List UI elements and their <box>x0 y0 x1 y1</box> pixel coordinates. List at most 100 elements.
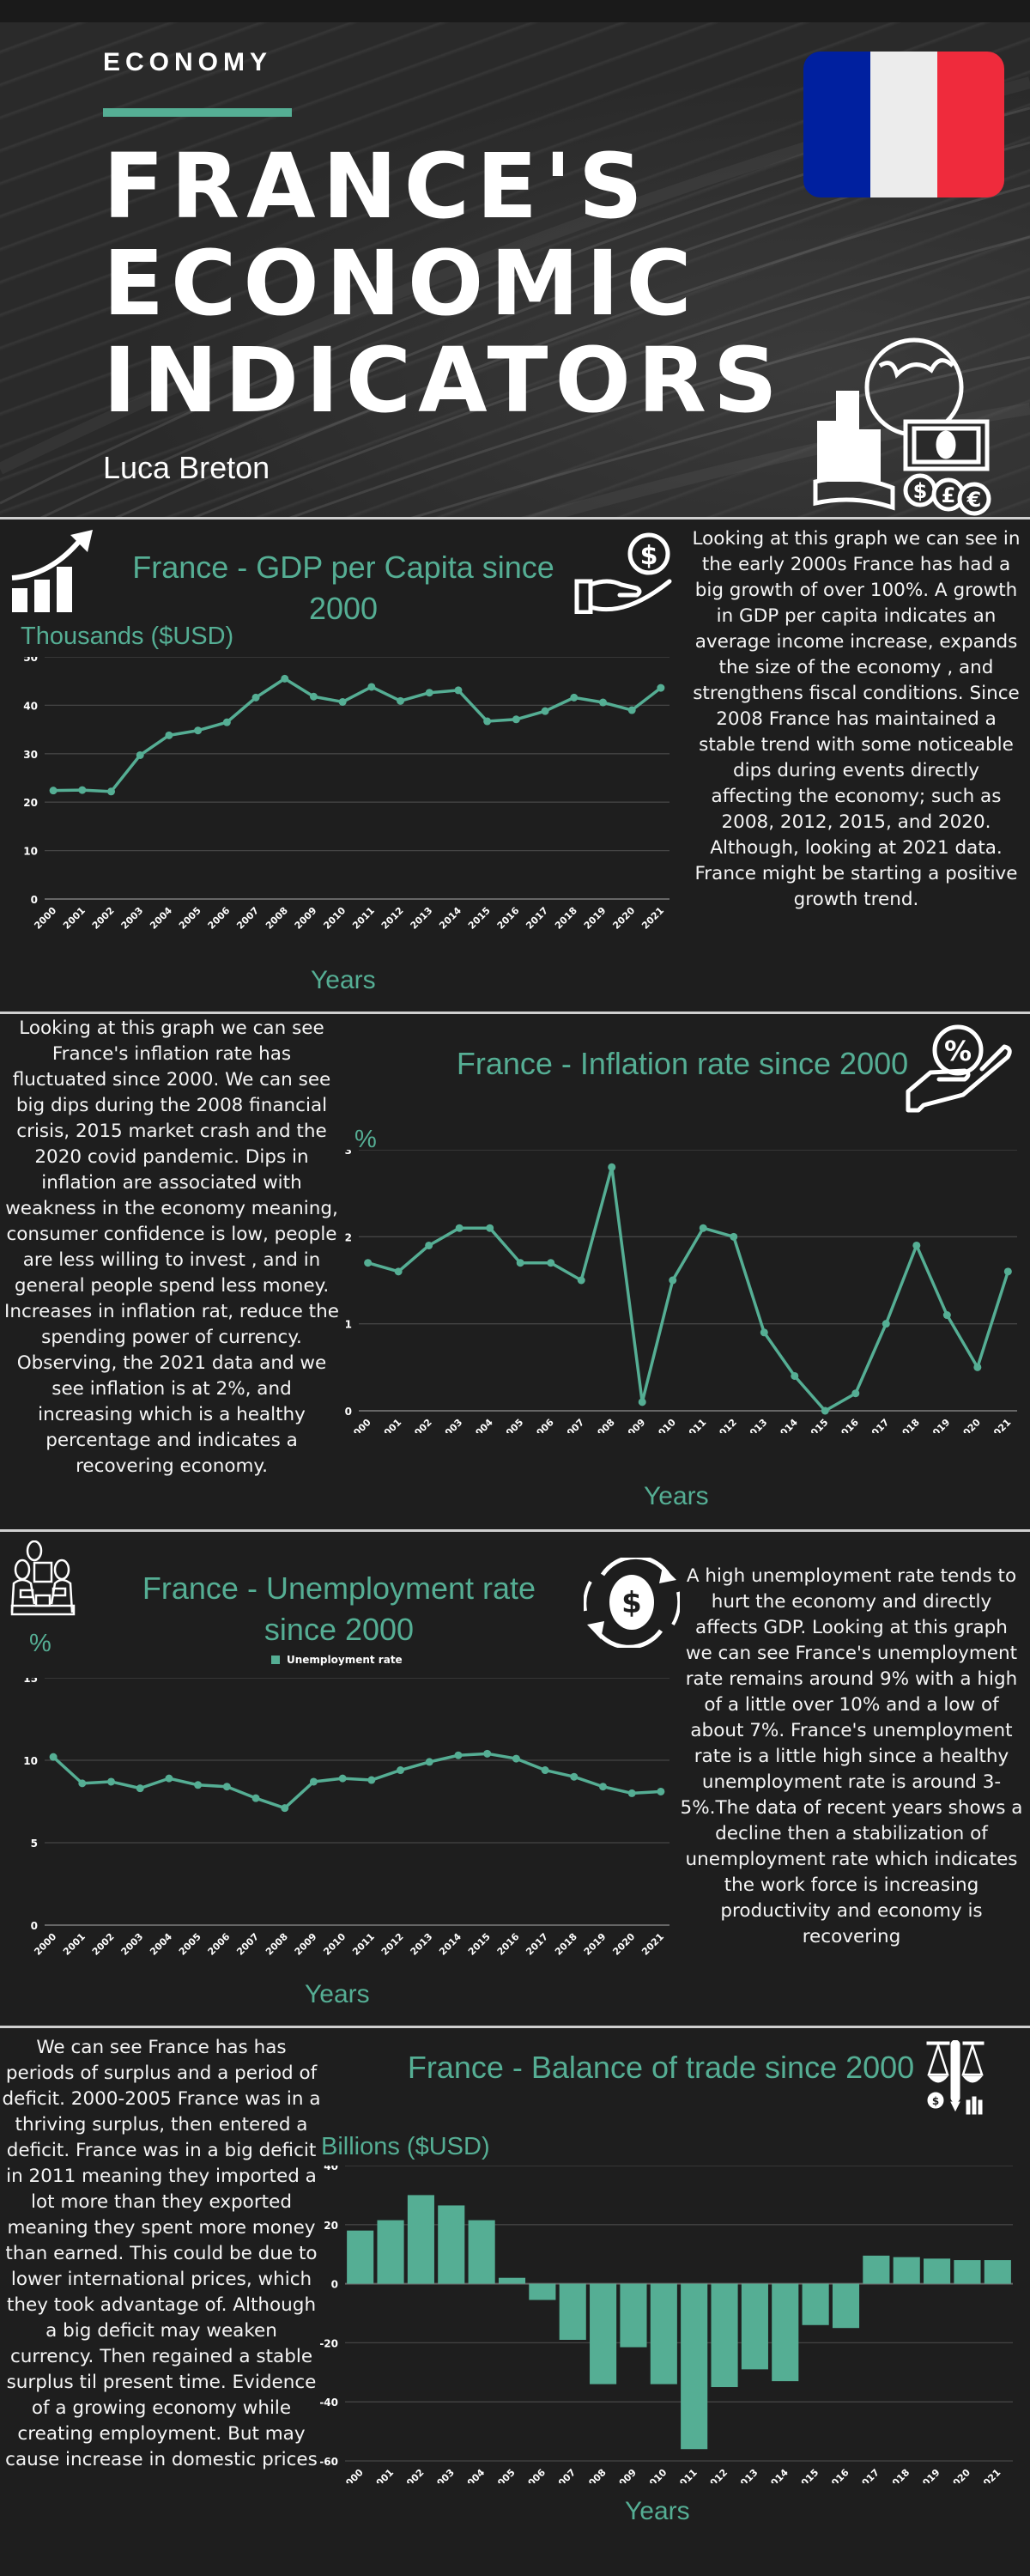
svg-text:$: $ <box>640 541 658 571</box>
x-tick-label: 2010 <box>321 905 348 932</box>
title-line-1: FRANCE'S <box>103 134 650 239</box>
bar <box>863 2255 890 2284</box>
x-tick-label: 2020 <box>610 905 637 932</box>
data-point <box>483 1749 492 1758</box>
data-point <box>577 1276 585 1285</box>
x-tick-label: 2011 <box>350 905 377 932</box>
dollar-cycle-icon: $ <box>584 1558 680 1648</box>
data-point <box>547 1259 555 1267</box>
x-tick-label: 2017 <box>524 1931 550 1958</box>
x-tick-label: 2007 <box>234 905 261 932</box>
data-point <box>541 1766 549 1775</box>
data-point <box>912 1241 921 1249</box>
x-tick-label: 2012 <box>379 1931 406 1958</box>
title-line-2: ECONOMIC <box>103 231 699 336</box>
data-point <box>791 1371 799 1380</box>
flag-white-stripe <box>870 52 937 197</box>
x-tick-label: 2011 <box>350 1931 377 1958</box>
x-tick-label: 2001 <box>61 1931 88 1958</box>
bar <box>529 2283 556 2300</box>
inflation-description: Looking at this graph we can see France'… <box>4 1018 339 1477</box>
author-name: Luca Breton <box>103 450 270 485</box>
data-point <box>598 1783 607 1791</box>
x-tick-label: 2017 <box>855 2467 882 2483</box>
y-tick-label: 3 <box>345 1150 352 1157</box>
data-point <box>364 1259 373 1267</box>
data-point <box>78 1779 87 1788</box>
growth-chart-icon <box>11 530 93 612</box>
y-tick-label: 40 <box>324 2166 338 2172</box>
unemployment-chart-title: France - Unemployment rate since 2000 <box>142 1571 536 1647</box>
trade-section: We can see France has has periods of sur… <box>0 2028 1030 2576</box>
gdp-description: Looking at this graph we can see in the … <box>692 528 1021 910</box>
data-line <box>52 1752 661 1810</box>
y-tick-label: 15 <box>23 1678 38 1685</box>
data-point <box>194 1781 203 1789</box>
y-tick-label: 50 <box>23 657 38 664</box>
x-tick-label: 2016 <box>495 905 522 932</box>
x-tick-label: 2006 <box>206 905 233 932</box>
bar <box>893 2257 920 2284</box>
svg-text:$: $ <box>913 479 928 503</box>
data-point <box>1003 1267 1012 1276</box>
x-tick-label: 2013 <box>409 905 435 932</box>
data-point <box>541 707 549 715</box>
x-tick-label: 2012 <box>703 2467 730 2483</box>
svg-text:%: % <box>944 1035 972 1067</box>
x-tick-label: 2005 <box>499 1417 525 1433</box>
x-tick-label: 2002 <box>408 1417 434 1433</box>
bar <box>377 2220 404 2284</box>
gdp-section: France - GDP per Capita since 2000 $ Tho… <box>0 519 1030 1012</box>
x-tick-label: 2015 <box>466 1931 493 1958</box>
x-tick-label: 2004 <box>469 1417 495 1433</box>
data-point <box>194 726 203 735</box>
data-point <box>367 683 376 691</box>
money-hand-icon: $ <box>574 532 672 614</box>
data-point <box>821 1406 829 1415</box>
x-tick-label: 2011 <box>682 1417 709 1433</box>
bar <box>741 2283 768 2370</box>
unemployment-section: France - Unemployment rate since 2000 $ … <box>0 1532 1030 2026</box>
x-tick-label: 2002 <box>400 2467 427 2483</box>
trade-y-unit: Billions ($USD) <box>321 2133 490 2160</box>
x-tick-label: 2011 <box>673 2467 700 2483</box>
data-point <box>251 1794 260 1802</box>
data-point <box>973 1363 982 1371</box>
data-point <box>851 1389 860 1398</box>
x-tick-label: 2008 <box>264 905 290 932</box>
accent-rule <box>103 108 292 117</box>
x-tick-label: 2000 <box>347 1417 373 1433</box>
x-tick-label: 2019 <box>582 905 609 932</box>
bar <box>924 2258 951 2284</box>
x-tick-label: 2016 <box>825 2467 851 2483</box>
x-tick-label: 2021 <box>977 2467 1003 2483</box>
x-tick-label: 2009 <box>612 2467 639 2483</box>
bar <box>498 2277 526 2284</box>
y-tick-label: 10 <box>23 1755 38 1767</box>
x-tick-label: 2013 <box>409 1931 435 1958</box>
x-tick-label: 2014 <box>437 905 464 932</box>
data-point <box>760 1328 768 1337</box>
x-tick-label: 2016 <box>834 1417 861 1433</box>
percent-hand-icon: % <box>906 1024 1012 1113</box>
bar <box>347 2230 374 2284</box>
y-tick-label: 0 <box>345 1406 352 1418</box>
x-tick-label: 2016 <box>495 1931 522 1958</box>
trade-x-axis-label: Years <box>625 2497 690 2525</box>
x-tick-label: 2013 <box>743 1417 770 1433</box>
unemployment-x-axis-label: Years <box>305 1980 370 2008</box>
x-tick-label: 2012 <box>379 905 406 932</box>
data-line <box>367 1165 1010 1413</box>
x-tick-label: 2021 <box>639 905 666 932</box>
x-tick-label: 2015 <box>804 1417 831 1433</box>
data-point <box>281 1804 289 1813</box>
title-line-3: INDICATORS <box>103 328 785 433</box>
data-point <box>251 693 260 702</box>
trade-description: We can see France has has periods of sur… <box>2 2037 321 2470</box>
x-tick-label: 2001 <box>61 905 88 932</box>
x-tick-label: 2021 <box>639 1931 666 1958</box>
data-point <box>454 686 463 695</box>
x-tick-label: 2020 <box>946 2467 972 2483</box>
